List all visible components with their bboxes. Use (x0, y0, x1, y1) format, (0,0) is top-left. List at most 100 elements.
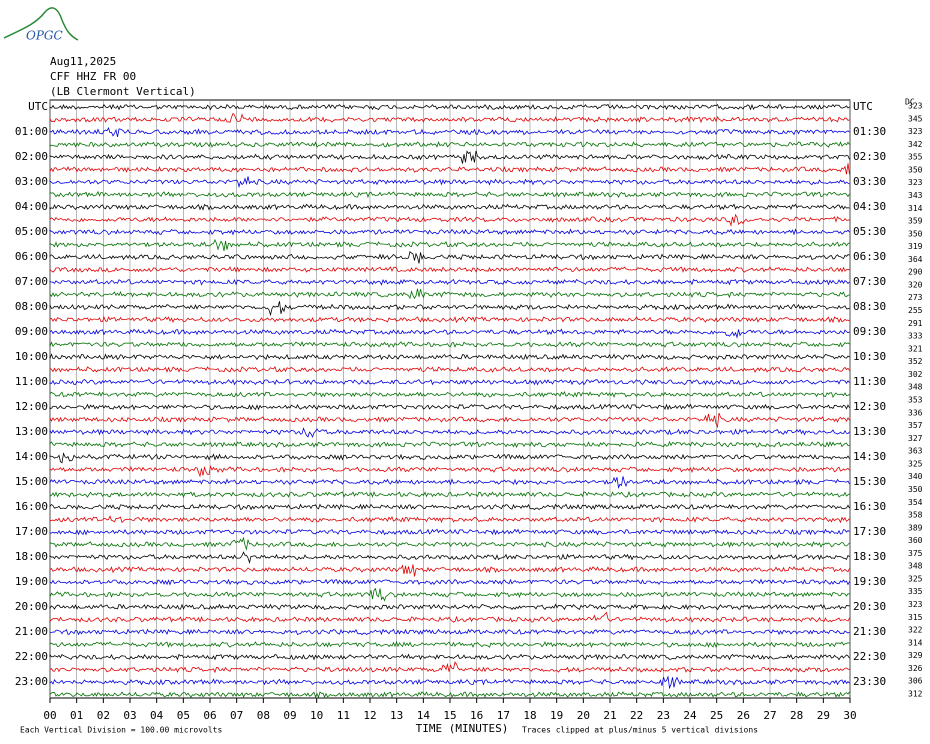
trace (49, 691, 850, 699)
trace (49, 163, 850, 175)
dc-value: 340 (908, 472, 923, 481)
x-tick-label: 28 (790, 709, 803, 722)
x-tick-label: 08 (257, 709, 270, 722)
dc-value: 353 (908, 396, 923, 405)
dc-value: 323 (908, 600, 923, 609)
right-time-label: 03:30 (853, 175, 886, 188)
dc-value: 329 (908, 651, 923, 660)
right-time-label: 23:30 (853, 675, 886, 688)
trace (49, 440, 850, 448)
trace (49, 490, 850, 498)
trace (49, 528, 850, 536)
x-tick-label: 21 (603, 709, 616, 722)
x-tick-label: 19 (550, 709, 563, 722)
trace (49, 278, 850, 286)
left-time-label: 03:00 (15, 175, 48, 188)
trace (49, 228, 850, 236)
dc-value: 350 (908, 229, 923, 238)
trace (49, 661, 850, 674)
dc-value: 350 (908, 485, 923, 494)
x-tick-label: 10 (310, 709, 323, 722)
dc-value: 375 (908, 549, 923, 558)
right-time-label: 21:30 (853, 625, 886, 638)
dc-value: 306 (908, 677, 923, 686)
left-time-label: 07:00 (15, 275, 48, 288)
trace (49, 412, 850, 429)
right-time-label: 01:30 (853, 125, 886, 138)
footer-right: Traces clipped at plus/minus 5 vertical … (522, 726, 758, 735)
left-time-label: 11:00 (15, 375, 48, 388)
trace (49, 250, 850, 264)
left-time-label: 16:00 (15, 500, 48, 513)
left-time-label: 18:00 (15, 550, 48, 563)
x-tick-label: 09 (283, 709, 296, 722)
left-time-label: 12:00 (15, 400, 48, 413)
trace (49, 611, 850, 623)
right-time-label: 05:30 (853, 225, 886, 238)
dc-value: 326 (908, 664, 923, 673)
trace (49, 127, 850, 137)
trace (49, 203, 850, 211)
left-time-label: 14:00 (15, 450, 48, 463)
trace (49, 640, 850, 649)
x-tick-label: 02 (97, 709, 110, 722)
left-time-label: 17:00 (15, 525, 48, 538)
trace (49, 301, 850, 317)
dc-value: 323 (908, 127, 923, 136)
trace (49, 603, 850, 611)
x-tick-label: 18 (523, 709, 536, 722)
right-time-label: 20:30 (853, 600, 886, 613)
dc-value: 319 (908, 242, 923, 251)
left-time-label: 20:00 (15, 600, 48, 613)
x-tick-label: 27 (763, 709, 776, 722)
trace (49, 427, 850, 438)
location: (LB Clermont Vertical) (50, 85, 196, 98)
right-time-label: 02:30 (853, 150, 886, 163)
trace (49, 213, 850, 227)
trace (49, 653, 850, 661)
trace (49, 341, 850, 348)
dc-value: 359 (908, 217, 923, 226)
trace (49, 403, 850, 411)
trace (49, 316, 850, 324)
trace (49, 390, 850, 399)
left-time-label: 01:00 (15, 125, 48, 138)
logo-mark (3, 7, 79, 41)
x-tick-label: 00 (43, 709, 56, 722)
dc-value: 355 (908, 153, 923, 162)
dc-value: 364 (908, 255, 923, 264)
left-time-label: 21:00 (15, 625, 48, 638)
dc-value: 348 (908, 383, 923, 392)
left-time-label: 09:00 (15, 325, 48, 338)
dc-value: 325 (908, 574, 923, 583)
dc-value: 314 (908, 638, 923, 647)
left-time-label: 23:00 (15, 675, 48, 688)
dc-value: 358 (908, 511, 923, 520)
station: CFF HHZ FR 00 (50, 70, 136, 83)
dc-header: DC (905, 98, 915, 107)
trace (49, 515, 850, 524)
x-tick-label: 15 (443, 709, 456, 722)
x-tick-label: 06 (203, 709, 216, 722)
right-time-label: 04:30 (853, 200, 886, 213)
right-time-label: 18:30 (853, 550, 886, 563)
left-time-label: 06:00 (15, 250, 48, 263)
right-time-label: 13:30 (853, 425, 886, 438)
right-time-label: 12:30 (853, 400, 886, 413)
dc-value: 352 (908, 357, 923, 366)
x-tick-label: 26 (737, 709, 750, 722)
x-tick-label: 22 (630, 709, 643, 722)
right-time-label: 17:30 (853, 525, 886, 538)
left-time-label: 22:00 (15, 650, 48, 663)
dc-value: 335 (908, 587, 923, 596)
dc-value: 302 (908, 370, 923, 379)
footer-center: TIME (MINUTES) (416, 722, 509, 735)
right-time-label: 07:30 (853, 275, 886, 288)
trace (49, 578, 850, 586)
trace (49, 328, 850, 339)
x-tick-label: 20 (577, 709, 590, 722)
trace (49, 238, 850, 251)
right-time-label: 16:30 (853, 500, 886, 513)
trace (49, 150, 850, 164)
right-time-label: 08:30 (853, 300, 886, 313)
